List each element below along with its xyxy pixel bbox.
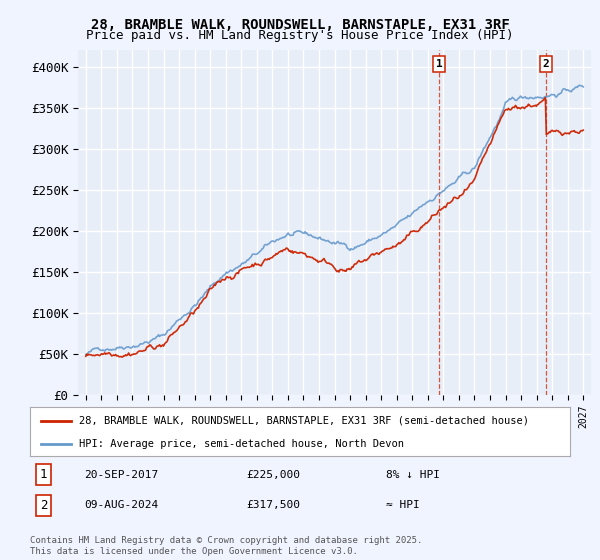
Text: Contains HM Land Registry data © Crown copyright and database right 2025.
This d: Contains HM Land Registry data © Crown c… [30, 536, 422, 556]
Text: 20-SEP-2017: 20-SEP-2017 [84, 469, 158, 479]
Text: 28, BRAMBLE WALK, ROUNDSWELL, BARNSTAPLE, EX31 3RF: 28, BRAMBLE WALK, ROUNDSWELL, BARNSTAPLE… [91, 18, 509, 32]
Text: 2: 2 [542, 59, 549, 69]
Text: 8% ↓ HPI: 8% ↓ HPI [386, 469, 440, 479]
Text: £225,000: £225,000 [246, 469, 300, 479]
Text: ≈ HPI: ≈ HPI [386, 500, 420, 510]
Text: 2: 2 [40, 499, 47, 512]
Text: 28, BRAMBLE WALK, ROUNDSWELL, BARNSTAPLE, EX31 3RF (semi-detached house): 28, BRAMBLE WALK, ROUNDSWELL, BARNSTAPLE… [79, 416, 529, 426]
Text: 1: 1 [40, 468, 47, 481]
Text: 1: 1 [436, 59, 442, 69]
Text: Price paid vs. HM Land Registry's House Price Index (HPI): Price paid vs. HM Land Registry's House … [86, 29, 514, 42]
Text: £317,500: £317,500 [246, 500, 300, 510]
Text: 09-AUG-2024: 09-AUG-2024 [84, 500, 158, 510]
Text: HPI: Average price, semi-detached house, North Devon: HPI: Average price, semi-detached house,… [79, 439, 404, 449]
